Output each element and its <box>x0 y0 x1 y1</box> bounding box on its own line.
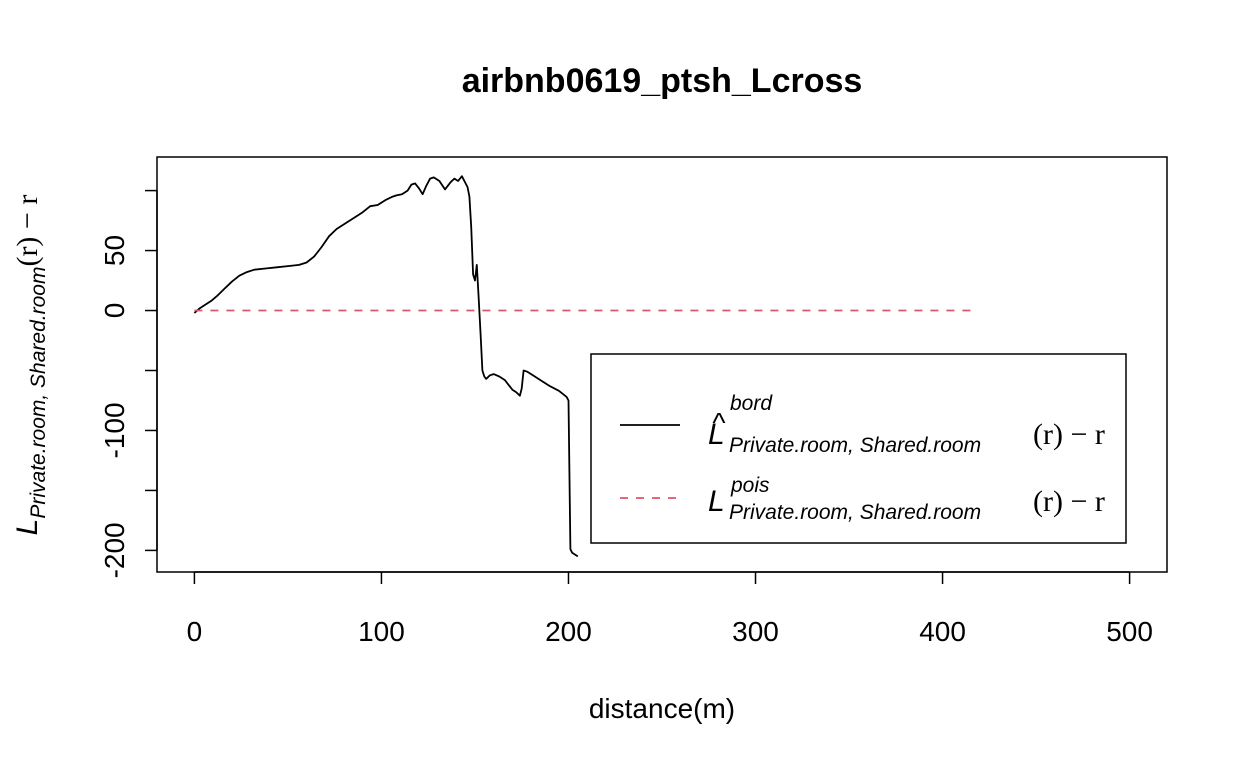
series-layer <box>193 175 977 558</box>
x-tick-label: 100 <box>358 616 405 647</box>
x-tick-label: 400 <box>919 616 966 647</box>
legend-pois-rest: (r) − r <box>1033 485 1105 518</box>
x-tick-label: 300 <box>732 616 779 647</box>
y-label-rest: (r) − r <box>11 195 44 267</box>
y-tick-label: 0 <box>99 303 130 319</box>
svg-text:LPrivate.room, Shared.room(r): LPrivate.room, Shared.room(r) − r <box>11 195 50 536</box>
x-tick-label: 0 <box>187 616 203 647</box>
x-axis-label: distance(m) <box>589 693 735 724</box>
y-label-sub: Private.room, Shared.room <box>27 267 50 519</box>
legend-bord-sup: bord <box>730 392 773 415</box>
x-tick-label: 200 <box>545 616 592 647</box>
legend-bord-hat: ^ <box>712 407 726 438</box>
legend-pois-sub: Private.room, Shared.room <box>729 501 981 524</box>
legend-bord-main: L <box>708 418 725 451</box>
series-line-bord <box>193 175 579 558</box>
chart-title: airbnb0619_ptsh_Lcross <box>462 62 863 100</box>
y-axis: -200 -100 0 50 <box>99 189 158 578</box>
legend-pois-sup: pois <box>730 474 770 497</box>
y-tick-label: -100 <box>99 402 130 458</box>
legend-entry-pois: L pois Private.room, Shared.room (r) − r <box>708 474 1105 524</box>
y-tick-label: 50 <box>99 235 130 266</box>
legend-bord-sub: Private.room, Shared.room <box>729 434 981 457</box>
x-tick-label: 500 <box>1106 616 1153 647</box>
legend-entry-bord: ^ L bord Private.room, Shared.room (r) −… <box>708 392 1105 457</box>
legend-box <box>590 353 1127 544</box>
x-axis: 0 100 200 300 400 500 <box>187 571 1153 647</box>
y-tick-label: -200 <box>99 522 130 578</box>
legend-bord-rest: (r) − r <box>1033 418 1105 451</box>
y-label-main: L <box>11 519 44 536</box>
legend-pois-main: L <box>708 485 725 518</box>
legend: ^ L bord Private.room, Shared.room (r) −… <box>590 353 1127 544</box>
y-axis-label: LPrivate.room, Shared.room(r) − r <box>11 195 50 536</box>
